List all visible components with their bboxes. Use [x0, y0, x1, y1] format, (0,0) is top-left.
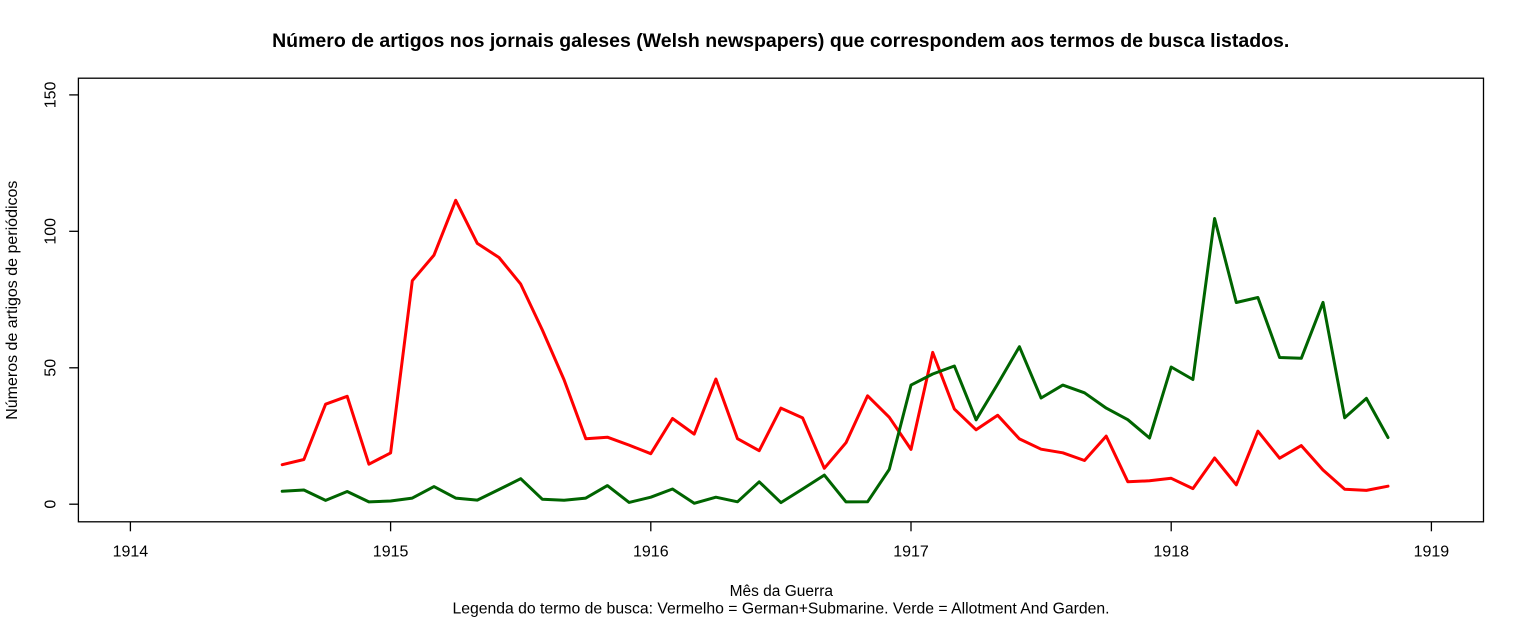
svg-text:Números de artigos de periódic: Números de artigos de periódicos [4, 181, 21, 420]
svg-text:1918: 1918 [1153, 544, 1189, 561]
svg-text:1917: 1917 [893, 544, 929, 561]
svg-text:1914: 1914 [113, 544, 149, 561]
svg-text:0: 0 [43, 500, 60, 509]
svg-text:1916: 1916 [633, 544, 669, 561]
svg-text:1915: 1915 [373, 544, 409, 561]
svg-text:100: 100 [43, 218, 60, 245]
svg-text:150: 150 [43, 81, 60, 108]
svg-text:50: 50 [43, 359, 60, 377]
svg-text:Legenda do termo de busca: Ver: Legenda do termo de busca: Vermelho = Ge… [452, 600, 1109, 617]
svg-text:Número de artigos nos jornais: Número de artigos nos jornais galeses (W… [272, 30, 1289, 52]
svg-text:Mês da Guerra: Mês da Guerra [730, 583, 834, 600]
svg-text:1919: 1919 [1414, 544, 1450, 561]
